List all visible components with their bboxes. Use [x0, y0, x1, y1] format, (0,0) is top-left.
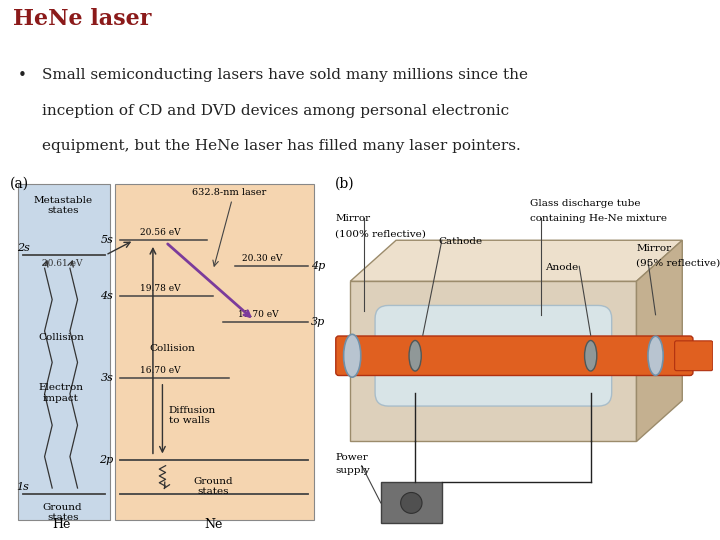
Text: Small semiconducting lasers have sold many millions since the: Small semiconducting lasers have sold ma…: [42, 68, 528, 82]
Text: 3p: 3p: [311, 317, 325, 327]
Text: 1s: 1s: [17, 482, 30, 492]
Ellipse shape: [409, 341, 421, 371]
Text: Collision: Collision: [150, 344, 196, 353]
Bar: [115, 184, 315, 519]
Ellipse shape: [585, 341, 597, 371]
Text: 5s: 5s: [101, 235, 113, 245]
Text: (b): (b): [335, 177, 355, 191]
Text: 4s: 4s: [101, 291, 113, 301]
Text: Electron
impact: Electron impact: [39, 383, 84, 403]
Text: (95% reflective): (95% reflective): [636, 259, 720, 268]
Bar: [18, 184, 110, 519]
Text: 18.70 eV: 18.70 eV: [238, 310, 279, 319]
Text: Anode: Anode: [545, 262, 578, 272]
Text: (100% reflective): (100% reflective): [335, 229, 426, 238]
Text: 2s: 2s: [17, 244, 30, 253]
Text: 20.56 eV: 20.56 eV: [140, 228, 181, 237]
FancyBboxPatch shape: [375, 306, 612, 406]
Text: equipment, but the HeNe laser has filled many laser pointers.: equipment, but the HeNe laser has filled…: [42, 139, 521, 153]
Text: Mirror: Mirror: [335, 214, 370, 223]
Text: 632.8-nm laser: 632.8-nm laser: [192, 188, 266, 197]
Polygon shape: [636, 240, 683, 442]
Text: Ne: Ne: [204, 518, 222, 531]
Text: Glass discharge tube: Glass discharge tube: [530, 199, 640, 208]
Text: HeNe laser: HeNe laser: [13, 8, 151, 30]
Text: 19.78 eV: 19.78 eV: [140, 284, 181, 293]
Text: containing He-Ne mixture: containing He-Ne mixture: [530, 214, 667, 223]
Text: (a): (a): [10, 177, 30, 191]
Text: supply: supply: [335, 465, 370, 475]
Text: He: He: [52, 518, 71, 531]
Text: Ground
states: Ground states: [193, 477, 233, 496]
Bar: [381, 482, 442, 523]
Text: 16.70 eV: 16.70 eV: [140, 366, 181, 375]
Text: Cathode: Cathode: [438, 237, 482, 246]
Text: 20.30 eV: 20.30 eV: [242, 254, 282, 264]
Text: Collision: Collision: [38, 333, 84, 342]
Text: Mirror: Mirror: [636, 244, 672, 253]
Text: •: •: [18, 68, 27, 83]
FancyBboxPatch shape: [336, 336, 693, 375]
Text: 20.61 eV: 20.61 eV: [42, 259, 83, 268]
Ellipse shape: [343, 334, 361, 377]
FancyBboxPatch shape: [675, 341, 713, 370]
Ellipse shape: [648, 336, 663, 375]
Text: 2p: 2p: [99, 455, 113, 465]
Polygon shape: [350, 281, 636, 442]
Text: Power: Power: [335, 453, 368, 462]
Text: Ground
states: Ground states: [42, 503, 83, 522]
Text: 3s: 3s: [101, 373, 113, 383]
Text: Metastable
states: Metastable states: [33, 195, 92, 215]
Text: 4p: 4p: [311, 261, 325, 271]
Polygon shape: [350, 240, 683, 281]
Text: inception of CD and DVD devices among personal electronic: inception of CD and DVD devices among pe…: [42, 104, 509, 118]
Text: Diffusion
to walls: Diffusion to walls: [168, 406, 216, 425]
Circle shape: [400, 492, 422, 514]
